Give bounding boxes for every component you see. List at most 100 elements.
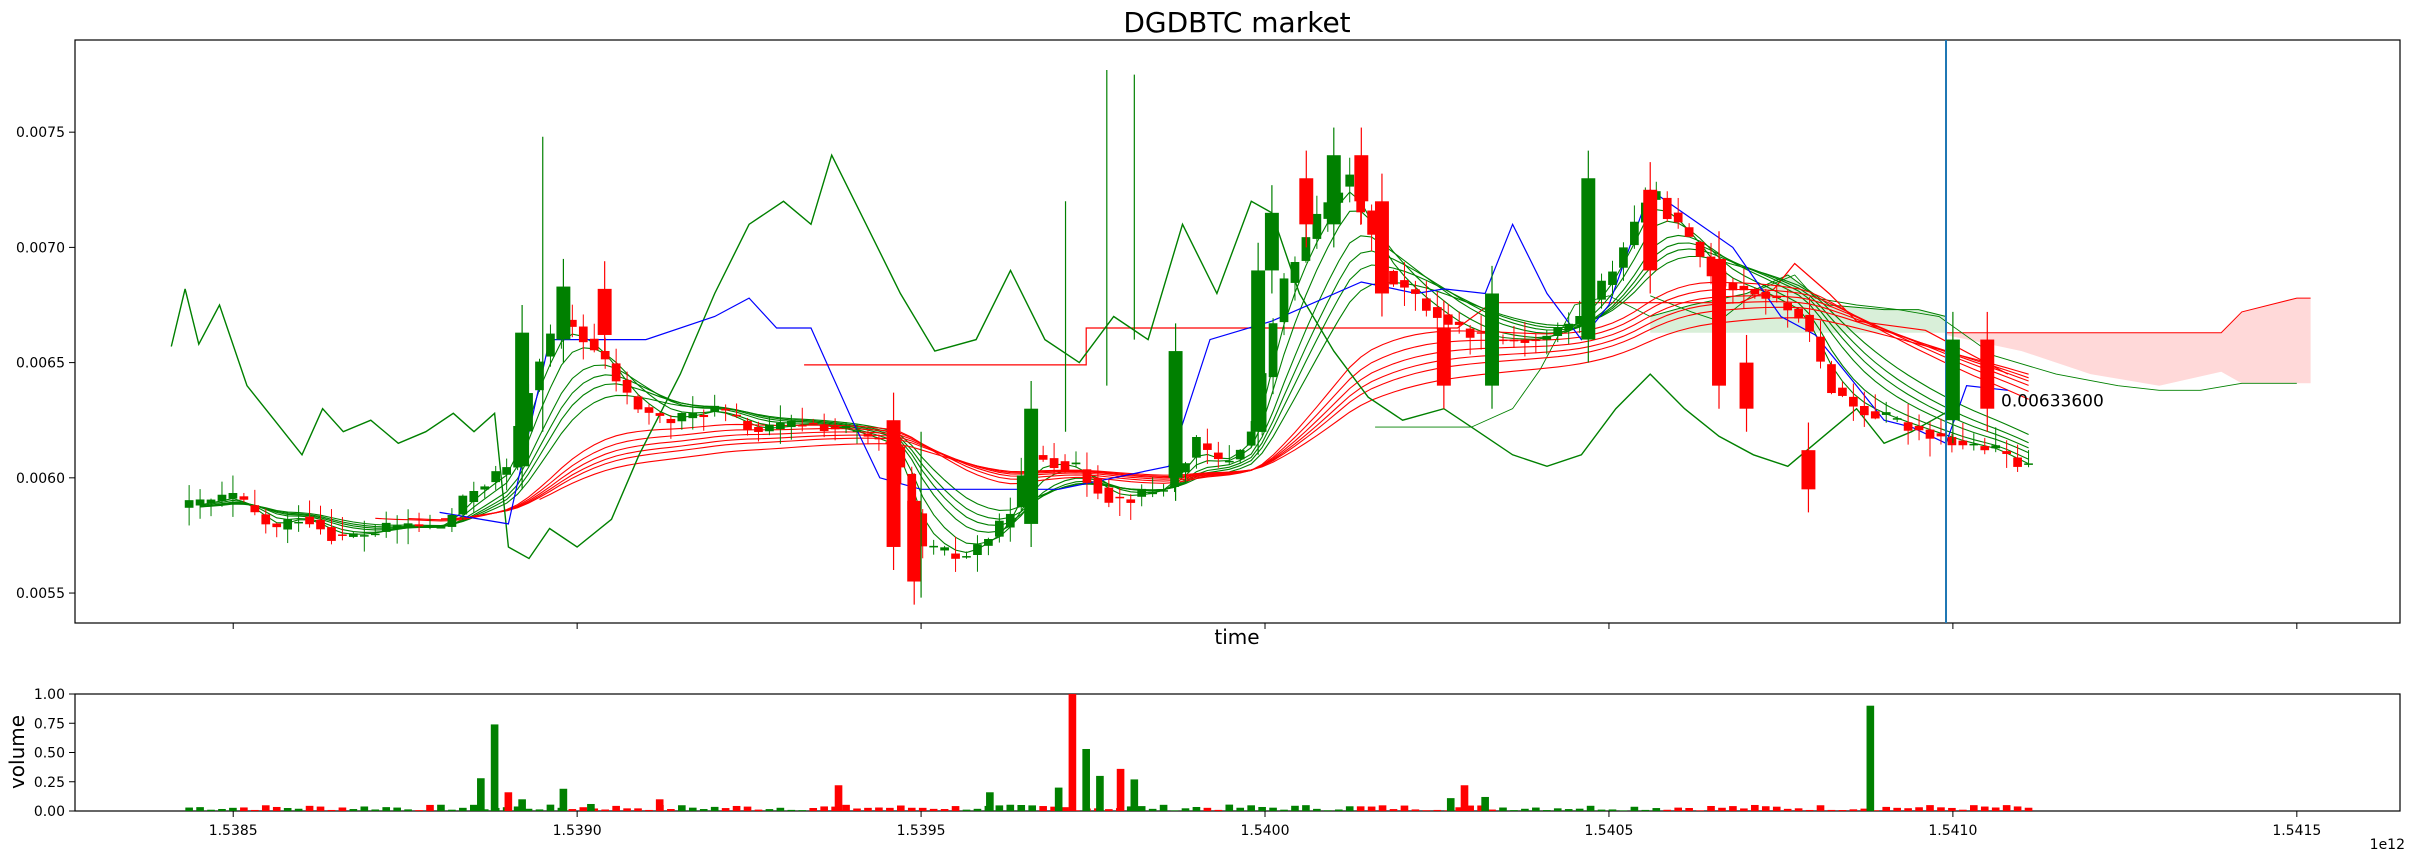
volume-bar <box>1181 808 1190 811</box>
volume-bar <box>524 808 533 811</box>
volume-bar <box>513 806 522 811</box>
x-tick-label: 1.5400 <box>1241 823 1290 839</box>
candle-body <box>1581 178 1596 340</box>
volume-bar <box>645 809 653 811</box>
candle-body <box>381 522 391 532</box>
candle-body <box>1509 339 1519 342</box>
volume-bar <box>1586 805 1595 811</box>
volume-bar <box>240 807 248 811</box>
volume-plot-frame <box>74 693 2401 812</box>
candle-body <box>732 414 741 417</box>
volume-bar <box>1866 705 1875 811</box>
candle-body <box>1213 452 1223 460</box>
volume-bar <box>1389 809 1398 811</box>
volume-bar <box>1481 796 1489 811</box>
volume-bar <box>1039 806 1047 811</box>
volume-bar <box>1827 809 1836 811</box>
candle-body <box>896 446 906 468</box>
candle-body <box>2002 451 2012 454</box>
volume-bar <box>710 806 719 811</box>
price-plot: 0.0055 0.0060 0.0065 0.0070 0.0075 0.0063360… <box>16 39 2401 629</box>
candle-body <box>1400 280 1409 288</box>
volume-bar <box>1148 808 1157 811</box>
volume-bar <box>415 810 423 811</box>
candle-body <box>359 535 369 537</box>
candle-body <box>874 437 884 440</box>
candle-body <box>786 420 796 428</box>
volume-bar <box>1170 810 1179 811</box>
volume-bar <box>1882 806 1891 811</box>
candle-body <box>1816 336 1825 362</box>
candle-body <box>1279 278 1289 323</box>
candle-body <box>436 527 446 529</box>
red-cloud <box>1946 298 2311 386</box>
volume-bar <box>1772 806 1781 811</box>
volume-bar <box>973 808 982 811</box>
candle-body <box>1224 460 1234 463</box>
candle-body <box>1251 270 1266 432</box>
volume-bar <box>272 806 281 811</box>
y-tick-label: 0.0055 <box>16 586 65 602</box>
volume-bar <box>1816 805 1825 811</box>
candle-body <box>228 492 238 499</box>
candle-body <box>1104 487 1114 503</box>
candle-body <box>852 430 862 432</box>
volume-bar <box>1280 809 1288 811</box>
candle-body <box>1299 178 1314 225</box>
x-tick-label: 1.5405 <box>1584 823 1633 839</box>
volume-bar <box>1980 806 1989 811</box>
volume-bar <box>2002 805 2011 811</box>
volume-bar <box>1017 804 1026 811</box>
volume-bar <box>1006 804 1015 811</box>
volume-bar <box>1356 806 1365 811</box>
candle-body <box>984 538 993 546</box>
volume-bar <box>1838 810 1847 811</box>
candle-body <box>546 333 555 357</box>
volume-bar <box>1313 808 1321 811</box>
volume-y-tick-label: 0.50 <box>34 746 65 762</box>
volume-bar <box>1225 804 1234 811</box>
volume-y-axis: 0.00 0.25 0.50 0.75 1.00 <box>34 687 75 820</box>
lagging-span-line <box>1650 274 2297 391</box>
volume-bar <box>1378 805 1387 811</box>
candle-body <box>294 521 303 524</box>
volume-bar <box>1054 787 1063 811</box>
candle-body <box>1203 443 1212 450</box>
volume-bar <box>1455 807 1464 811</box>
volume-bar <box>559 788 568 811</box>
candle-body <box>556 286 571 340</box>
candle-body <box>283 519 293 530</box>
candle-body <box>1246 431 1256 446</box>
x-tick-label: 1.5385 <box>209 823 258 839</box>
candle-body <box>765 424 774 432</box>
volume-bar <box>667 809 675 811</box>
candle-body <box>1945 339 1960 421</box>
candle-body <box>195 499 205 506</box>
volume-bar <box>546 804 555 811</box>
candle-body <box>1476 332 1486 334</box>
candle-body <box>370 533 380 536</box>
candle-body <box>1520 339 1530 343</box>
x-tick-label: 1.5415 <box>2272 823 2321 839</box>
volume-bar <box>305 805 314 811</box>
candle-body <box>458 495 468 515</box>
candle-body <box>1235 449 1245 460</box>
candle-body <box>1761 291 1771 299</box>
candle-body <box>1542 335 1552 340</box>
y-tick-label: 0.0075 <box>16 125 65 141</box>
candle-body <box>886 420 901 547</box>
candle-body <box>754 427 763 432</box>
candle-body <box>1564 323 1574 331</box>
volume-bar <box>1477 805 1485 811</box>
candle-body <box>1192 437 1201 458</box>
volume-bar <box>951 806 960 811</box>
volume-bar <box>1214 809 1223 811</box>
candle-body <box>1662 197 1672 220</box>
volume-bar <box>1575 808 1584 811</box>
volume-bar <box>1641 809 1650 811</box>
volume-bar <box>678 805 686 811</box>
candle-body <box>1712 258 1726 386</box>
volume-bar <box>907 807 916 811</box>
volume-bar <box>1433 809 1442 811</box>
long-ema-line-5 <box>539 317 2029 500</box>
